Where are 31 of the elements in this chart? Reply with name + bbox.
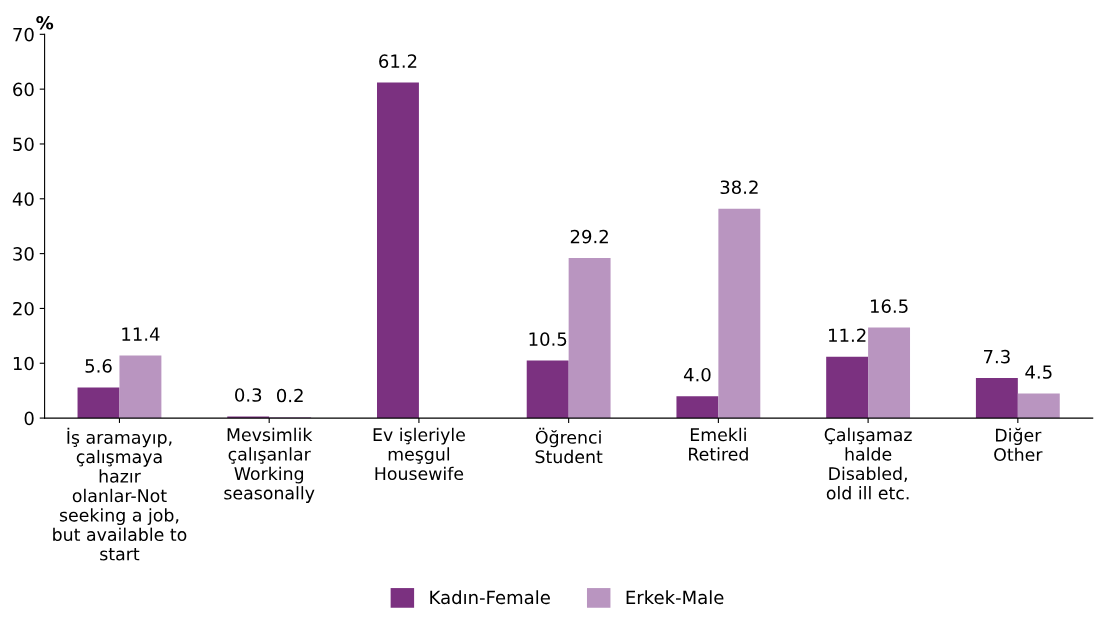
x-tick-label: İş aramayıp, çalışmaya hazır olanlar-Not seeking a job, but available to start [53,427,187,561]
y-tick-label: 20 [13,301,34,316]
data-label: 0.2 [276,388,303,403]
y-tick-label: 0 [24,411,34,426]
data-label: 10.5 [529,332,567,346]
x-tick-label: Ev işleriyle meşgul Housewife [373,427,465,481]
data-label: 7.3 [984,349,1010,364]
data-label: 29.2 [570,229,608,244]
data-label: 4.0 [683,367,711,382]
legend-label: Erkek-Male [626,590,724,605]
data-label: 38.2 [720,180,758,195]
data-label: 0.3 [235,388,262,402]
data-label: 11.2 [829,328,866,342]
y-tick-label: 30 [13,247,34,261]
data-label: 61.2 [379,54,417,68]
x-tick-label: Çalışamaz halde Disabled, old ill etc. [824,427,912,500]
x-tick-label: Mevsimlik çalışanlar Working seasonally [224,427,315,503]
x-tick-label: Emekli Retired [689,427,748,461]
x-tick-label: Öğrenci Student [535,427,603,464]
y-tick-label: 50 [13,137,34,152]
x-tick-label: Diğer Other [994,427,1043,462]
y-axis-title: % [36,15,54,30]
y-tick-label: 70 [13,27,34,42]
legend-label: Kadın-Female [430,590,550,605]
y-tick-label: 60 [13,82,34,97]
data-label: 5.6 [85,359,112,373]
data-label: 16.5 [870,299,908,314]
y-tick-label: 10 [13,356,34,371]
y-tick-label: 40 [12,192,34,206]
data-label: 4.5 [1025,365,1052,379]
data-label: 11.4 [122,327,160,341]
